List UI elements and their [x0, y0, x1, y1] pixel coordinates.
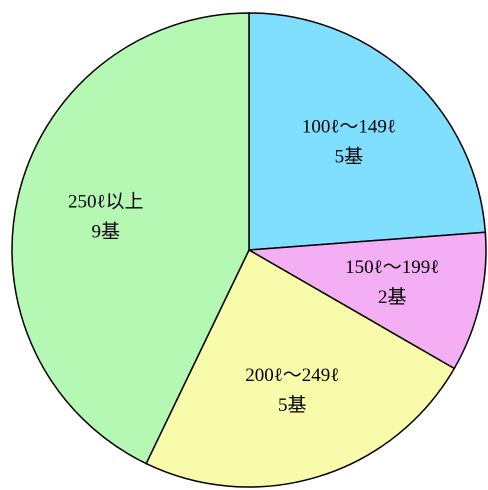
slice-label: 150ℓ〜199ℓ: [345, 257, 439, 278]
pie-slice: [248, 12, 487, 251]
slice-value-label: 5基: [335, 146, 364, 168]
pie-slice: [246, 231, 487, 370]
slice-label: 100ℓ〜149ℓ: [302, 117, 396, 138]
pie-slice: [11, 12, 250, 465]
slice-value-label: 5基: [278, 394, 307, 416]
slice-label: 250ℓ以上: [68, 191, 144, 213]
slice-label: 200ℓ〜249ℓ: [245, 365, 339, 386]
pie-slice: [145, 248, 456, 488]
slice-value-label: 9基: [91, 221, 120, 243]
slice-value-label: 2基: [378, 286, 407, 308]
